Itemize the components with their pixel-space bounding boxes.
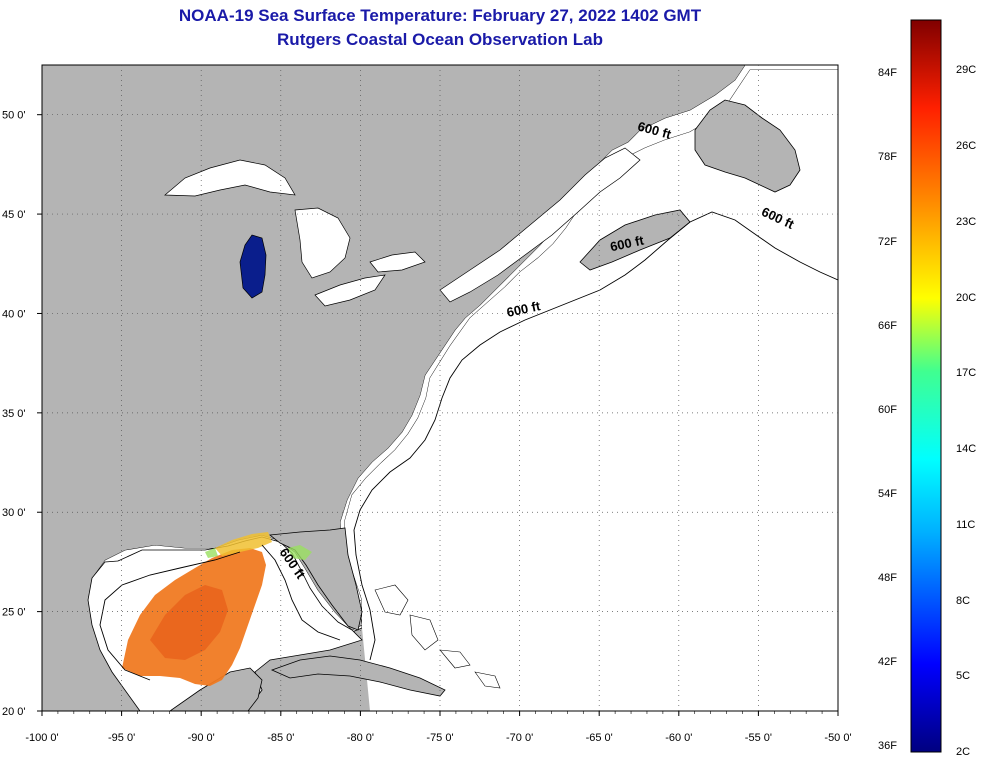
- lon-tick-label: -100 0': [25, 732, 58, 744]
- lake-ontario: [369, 251, 426, 273]
- atlantic-ocean: [345, 70, 838, 711]
- lake-michigan: [239, 234, 267, 299]
- land-yucatan: [169, 667, 263, 711]
- lon-tick-label: -70 0': [506, 732, 533, 744]
- lon-tick-label: -75 0': [426, 732, 453, 744]
- land-newfoundland: [694, 99, 801, 193]
- celsius-scale-label: 11C: [956, 518, 976, 531]
- lat-tick-label: 45 0': [2, 209, 26, 221]
- fahrenheit-scale-label: 72F: [878, 235, 897, 248]
- depth-contour-600ft-gulf: [99, 544, 341, 681]
- fahrenheit-scale-label: 36F: [878, 740, 897, 753]
- fahrenheit-scale-label: 60F: [878, 403, 897, 416]
- lake-erie: [314, 274, 386, 307]
- bahamas-banks: [374, 584, 501, 689]
- fahrenheit-scale-label: 84F: [878, 67, 897, 80]
- celsius-scale-label: 17C: [956, 367, 977, 380]
- map-title: NOAA-19 Sea Surface Temperature: Februar…: [178, 6, 702, 25]
- land-cuba: [270, 655, 446, 697]
- depth-contour-label: 600 ft: [505, 298, 542, 320]
- lon-tick-label: -85 0': [267, 732, 294, 744]
- lat-tick-label: 20 0': [2, 706, 26, 718]
- color-scale-bar: [910, 19, 942, 753]
- celsius-scale-label: 8C: [956, 594, 971, 607]
- fahrenheit-scale-label: 48F: [878, 572, 897, 585]
- lat-tick-label: 40 0': [2, 308, 26, 320]
- depth-contour-label: 600 ft: [609, 232, 646, 254]
- lon-tick-label: -80 0': [347, 732, 374, 744]
- lon-tick-label: -60 0': [665, 732, 692, 744]
- celsius-scale-label: 2C: [956, 746, 971, 758]
- lake-huron: [294, 207, 351, 279]
- st-lawrence-gulf: [439, 147, 641, 303]
- fahrenheit-scale-label: 42F: [878, 656, 897, 669]
- depth-contour-600ft: [353, 211, 838, 661]
- gulf-sst-warm-core: [150, 585, 228, 660]
- celsius-scale-label: 23C: [956, 215, 977, 228]
- gulf-sst-nearshore: [205, 545, 312, 560]
- gulf-sst-cool-coast: [215, 532, 272, 556]
- lat-tick-label: 30 0': [2, 507, 26, 519]
- lat-tick-label: 50 0': [2, 110, 26, 122]
- map-subtitle: Rutgers Coastal Ocean Observation Lab: [277, 30, 603, 49]
- celsius-scale-label: 29C: [956, 64, 977, 77]
- fahrenheit-scale-label: 54F: [878, 487, 897, 500]
- celsius-scale-label: 26C: [956, 140, 977, 153]
- celsius-scale-label: 5C: [956, 670, 971, 683]
- fahrenheit-scale-label: 78F: [878, 151, 897, 164]
- lon-tick-label: -55 0': [745, 732, 772, 744]
- lon-tick-label: -95 0': [108, 732, 135, 744]
- celsius-scale-label: 20C: [956, 291, 977, 304]
- land-continent: [42, 65, 745, 711]
- lat-tick-label: 25 0': [2, 607, 26, 619]
- lon-tick-label: -90 0': [188, 732, 215, 744]
- fahrenheit-scale-label: 66F: [878, 319, 897, 332]
- celsius-scale-label: 14C: [956, 443, 977, 456]
- lon-tick-label: -65 0': [586, 732, 613, 744]
- axis-ticks: -100 0' -95 0' -90 0' -85 0' -80 0' -75 0' -70…: [2, 110, 852, 744]
- lake-superior: [164, 159, 296, 197]
- lon-tick-label: -50 0': [824, 732, 851, 744]
- lat-tick-label: 35 0': [2, 408, 26, 420]
